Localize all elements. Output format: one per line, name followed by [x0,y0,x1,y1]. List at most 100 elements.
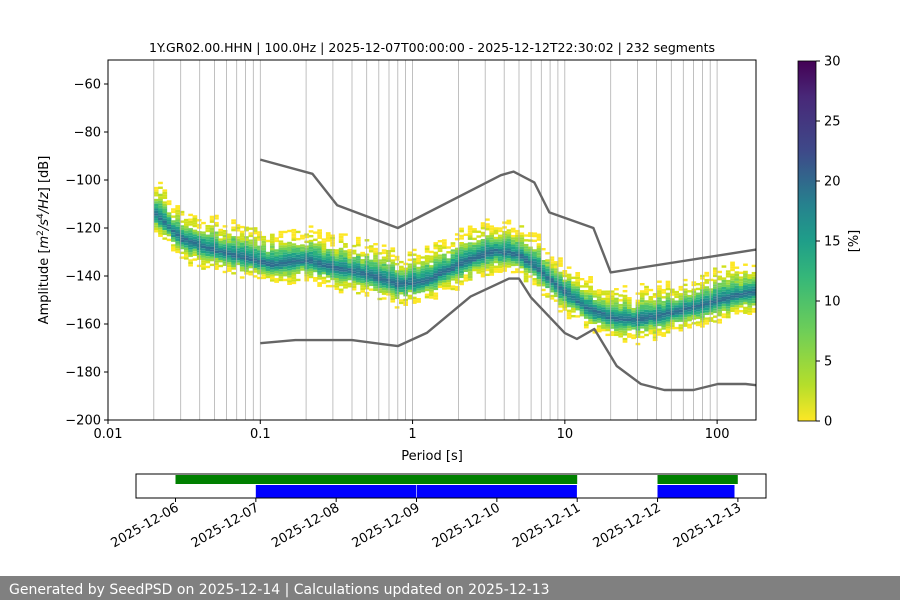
heatmap-cell [158,186,163,189]
heatmap-cell [338,238,344,241]
heatmap-cell [536,259,542,263]
heatmap-cell [287,256,292,259]
heatmap-cell [485,242,490,245]
heatmap-cell [614,314,619,317]
heatmap-cell [652,314,658,318]
heatmap-cell [226,259,232,263]
heatmap-cell [252,229,258,232]
heatmap-cell [609,333,615,337]
heatmap-cell [433,278,439,281]
heatmap-cell [635,309,641,312]
heatmap-cell [665,331,671,334]
heatmap-cell [558,298,563,301]
heatmap-cell [528,275,533,278]
heatmap-cell [269,252,275,256]
heatmap-cell [657,287,662,291]
heatmap-cell [523,246,529,249]
heatmap-cell [201,262,206,266]
heatmap-cell [317,246,322,249]
heatmap-cell [618,294,624,297]
heatmap-cell [317,250,322,254]
heatmap-cell [708,290,714,294]
heatmap-cell [300,256,305,259]
heatmap-cell [515,232,520,235]
heatmap-cell [661,324,667,328]
heatmap-cell [312,279,318,282]
heatmap-cell [618,303,624,307]
heatmap-cell [648,310,654,313]
heatmap-cell [472,244,477,248]
heatmap-cell [467,266,473,269]
psd-heatmap [153,181,757,346]
heatmap-cell [343,257,348,260]
heatmap-cell [153,198,159,202]
heatmap-cell [386,290,391,294]
heatmap-cell [442,277,447,281]
heatmap-cell [183,223,189,227]
heatmap-cell [201,265,206,268]
heatmap-cell [626,328,632,331]
heatmap-cell [282,278,288,282]
heatmap-cell [226,264,232,268]
heatmap-cell [575,305,581,309]
heatmap-cell [394,306,400,309]
heatmap-cell [751,279,757,282]
heatmap-cell [386,259,391,262]
heatmap-cell [489,273,495,276]
heatmap-cell [222,251,228,254]
heatmap-cell [252,258,258,261]
heatmap-cell [179,234,185,238]
heatmap-cell [278,242,284,246]
heatmap-cell [553,294,559,298]
heatmap-cell [214,262,219,266]
heatmap-cell [614,331,619,334]
heatmap-cell [394,258,400,261]
heatmap-cell [231,267,236,270]
heatmap-cell [347,253,353,257]
heatmap-cell [325,265,331,269]
heatmap-cell [652,329,658,332]
heatmap-cell [424,247,430,251]
heatmap-cell [678,307,684,310]
heatmap-cell [411,289,417,292]
heatmap-cell [442,258,447,261]
y-axis-ticks: −60−80−100−120−140−160−180−200 [65,78,108,429]
heatmap-cell [308,275,314,279]
heatmap-cell [239,237,245,241]
heatmap-cell [248,227,254,230]
heatmap-cell [459,263,464,267]
heatmap-cell [175,231,181,234]
heatmap-cell [712,284,718,287]
heatmap-cell [257,257,262,261]
heatmap-cell [712,320,718,323]
heatmap-cell [252,243,258,247]
heatmap-cell [751,286,757,289]
heatmap-cell [730,285,735,288]
heatmap-cell [678,305,684,308]
heatmap-cell [429,250,434,254]
heatmap-cell [674,290,679,294]
heatmap-cell [596,298,602,302]
heatmap-cell [291,279,297,282]
heatmap-cell [596,294,602,297]
heatmap-cell [175,212,181,215]
heatmap-cell [386,276,391,279]
heatmap-cell [592,319,598,322]
heatmap-cell [459,258,464,262]
heatmap-cell [368,271,374,275]
heatmap-cell [171,227,176,230]
heatmap-cell [343,250,348,253]
heatmap-cell [730,299,735,303]
heatmap-cell [300,268,305,271]
heatmap-cell [308,249,314,252]
heatmap-cell [274,280,279,283]
heatmap-cell [244,255,249,258]
heatmap-cell [252,267,258,271]
heatmap-cell [704,312,710,316]
heatmap-cell [429,274,434,278]
heatmap-cell [601,307,606,310]
heatmap-cell [510,270,516,274]
heatmap-cell [596,308,602,311]
heatmap-cell [317,258,322,261]
heatmap-cell [183,257,189,260]
